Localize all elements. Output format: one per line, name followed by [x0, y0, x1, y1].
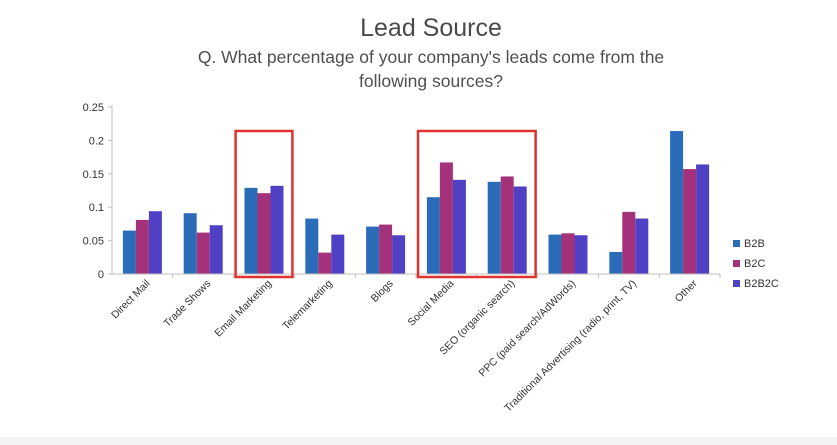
legend-swatch-b2b [733, 240, 740, 247]
x-axis: Direct Mail Trade Shows Email Marketing Tel… [109, 273, 721, 415]
x-category-label: Traditional Advertising (radio, print, T… [502, 278, 639, 415]
bar-other-b2b [670, 131, 684, 274]
y-tick-label: 0.15 [83, 169, 104, 181]
bar-telemarketing-b2c [318, 252, 332, 274]
x-category-label: Telemarketing [280, 278, 335, 333]
bar-blogs-b2c [379, 224, 393, 274]
bar-other-b2c [683, 169, 697, 274]
legend-label-b2b2c: B2B2C [744, 278, 779, 290]
legend-label-b2c: B2C [744, 258, 765, 270]
bar-ppc-paid-search-adwords-b2c [561, 233, 575, 274]
bar-blogs-b2b [366, 226, 380, 274]
y-tick-label: 0 [98, 269, 104, 281]
y-tick-label: 0.25 [83, 102, 104, 114]
chart-title: Lead Source [360, 14, 502, 42]
bar-traditional-advertising-radio-print-tv-b2c [622, 211, 636, 274]
y-tick-label: 0.05 [83, 236, 104, 248]
highlight-box-2 [416, 129, 537, 279]
bar-ppc-paid-search-adwords-b2b [548, 234, 562, 274]
x-category-label: Blogs [369, 278, 396, 305]
bar-direct-mail-b2b [122, 230, 136, 274]
highlight-box-1 [234, 129, 294, 279]
legend: B2B B2C B2B2C [733, 238, 779, 290]
legend-swatch-b2b2c [733, 280, 740, 287]
chart-subtitle-line-1: Q. What percentage of your company's lea… [198, 47, 664, 67]
y-tick-label: 0.1 [89, 202, 104, 214]
bar-trade-shows-b2b [183, 213, 197, 274]
bar-telemarketing-b2b2c [331, 234, 345, 274]
legend-label-b2b: B2B [744, 238, 765, 250]
bar-traditional-advertising-radio-print-tv-b2b2c [635, 218, 649, 274]
bar-email-marketing-b2b2c [270, 185, 284, 274]
bar-seo-organic-search-b2b [487, 181, 501, 274]
x-category-label: Email Marketing [212, 278, 274, 340]
y-axis: 0 0.05 0.1 0.15 0.2 0.25 [83, 102, 113, 281]
x-category-label: PPC (paid search/AdWords) [477, 278, 579, 380]
bar-other-b2b2c [696, 164, 710, 274]
bar-direct-mail-b2c [135, 219, 149, 274]
highlight-boxes [234, 129, 537, 279]
x-category-label: Direct Mail [109, 278, 153, 322]
bar-traditional-advertising-radio-print-tv-b2b [609, 251, 623, 274]
y-tick-label: 0.2 [89, 135, 104, 147]
bar-telemarketing-b2b [305, 218, 319, 274]
bar-trade-shows-b2c [196, 232, 210, 274]
chart-subtitle-line-2: following sources? [359, 71, 503, 91]
bar-seo-organic-search-b2b2c [513, 186, 527, 274]
bar-direct-mail-b2b2c [148, 211, 162, 274]
bar-social-media-b2b [426, 197, 440, 274]
bar-social-media-b2b2c [452, 179, 466, 274]
x-category-label: Social Media [406, 278, 457, 329]
x-category-label: Other [673, 277, 700, 304]
bar-ppc-paid-search-adwords-b2b2c [574, 235, 588, 274]
bar-email-marketing-b2c [257, 193, 271, 274]
bar-social-media-b2c [439, 162, 453, 274]
bar-seo-organic-search-b2c [500, 176, 514, 274]
bar-trade-shows-b2b2c [209, 225, 223, 274]
bar-email-marketing-b2b [244, 187, 258, 274]
bars [122, 131, 710, 274]
x-category-label: Trade Shows [161, 278, 213, 330]
legend-swatch-b2c [733, 260, 740, 267]
bottom-strip [0, 437, 837, 445]
bar-blogs-b2b2c [392, 235, 406, 274]
